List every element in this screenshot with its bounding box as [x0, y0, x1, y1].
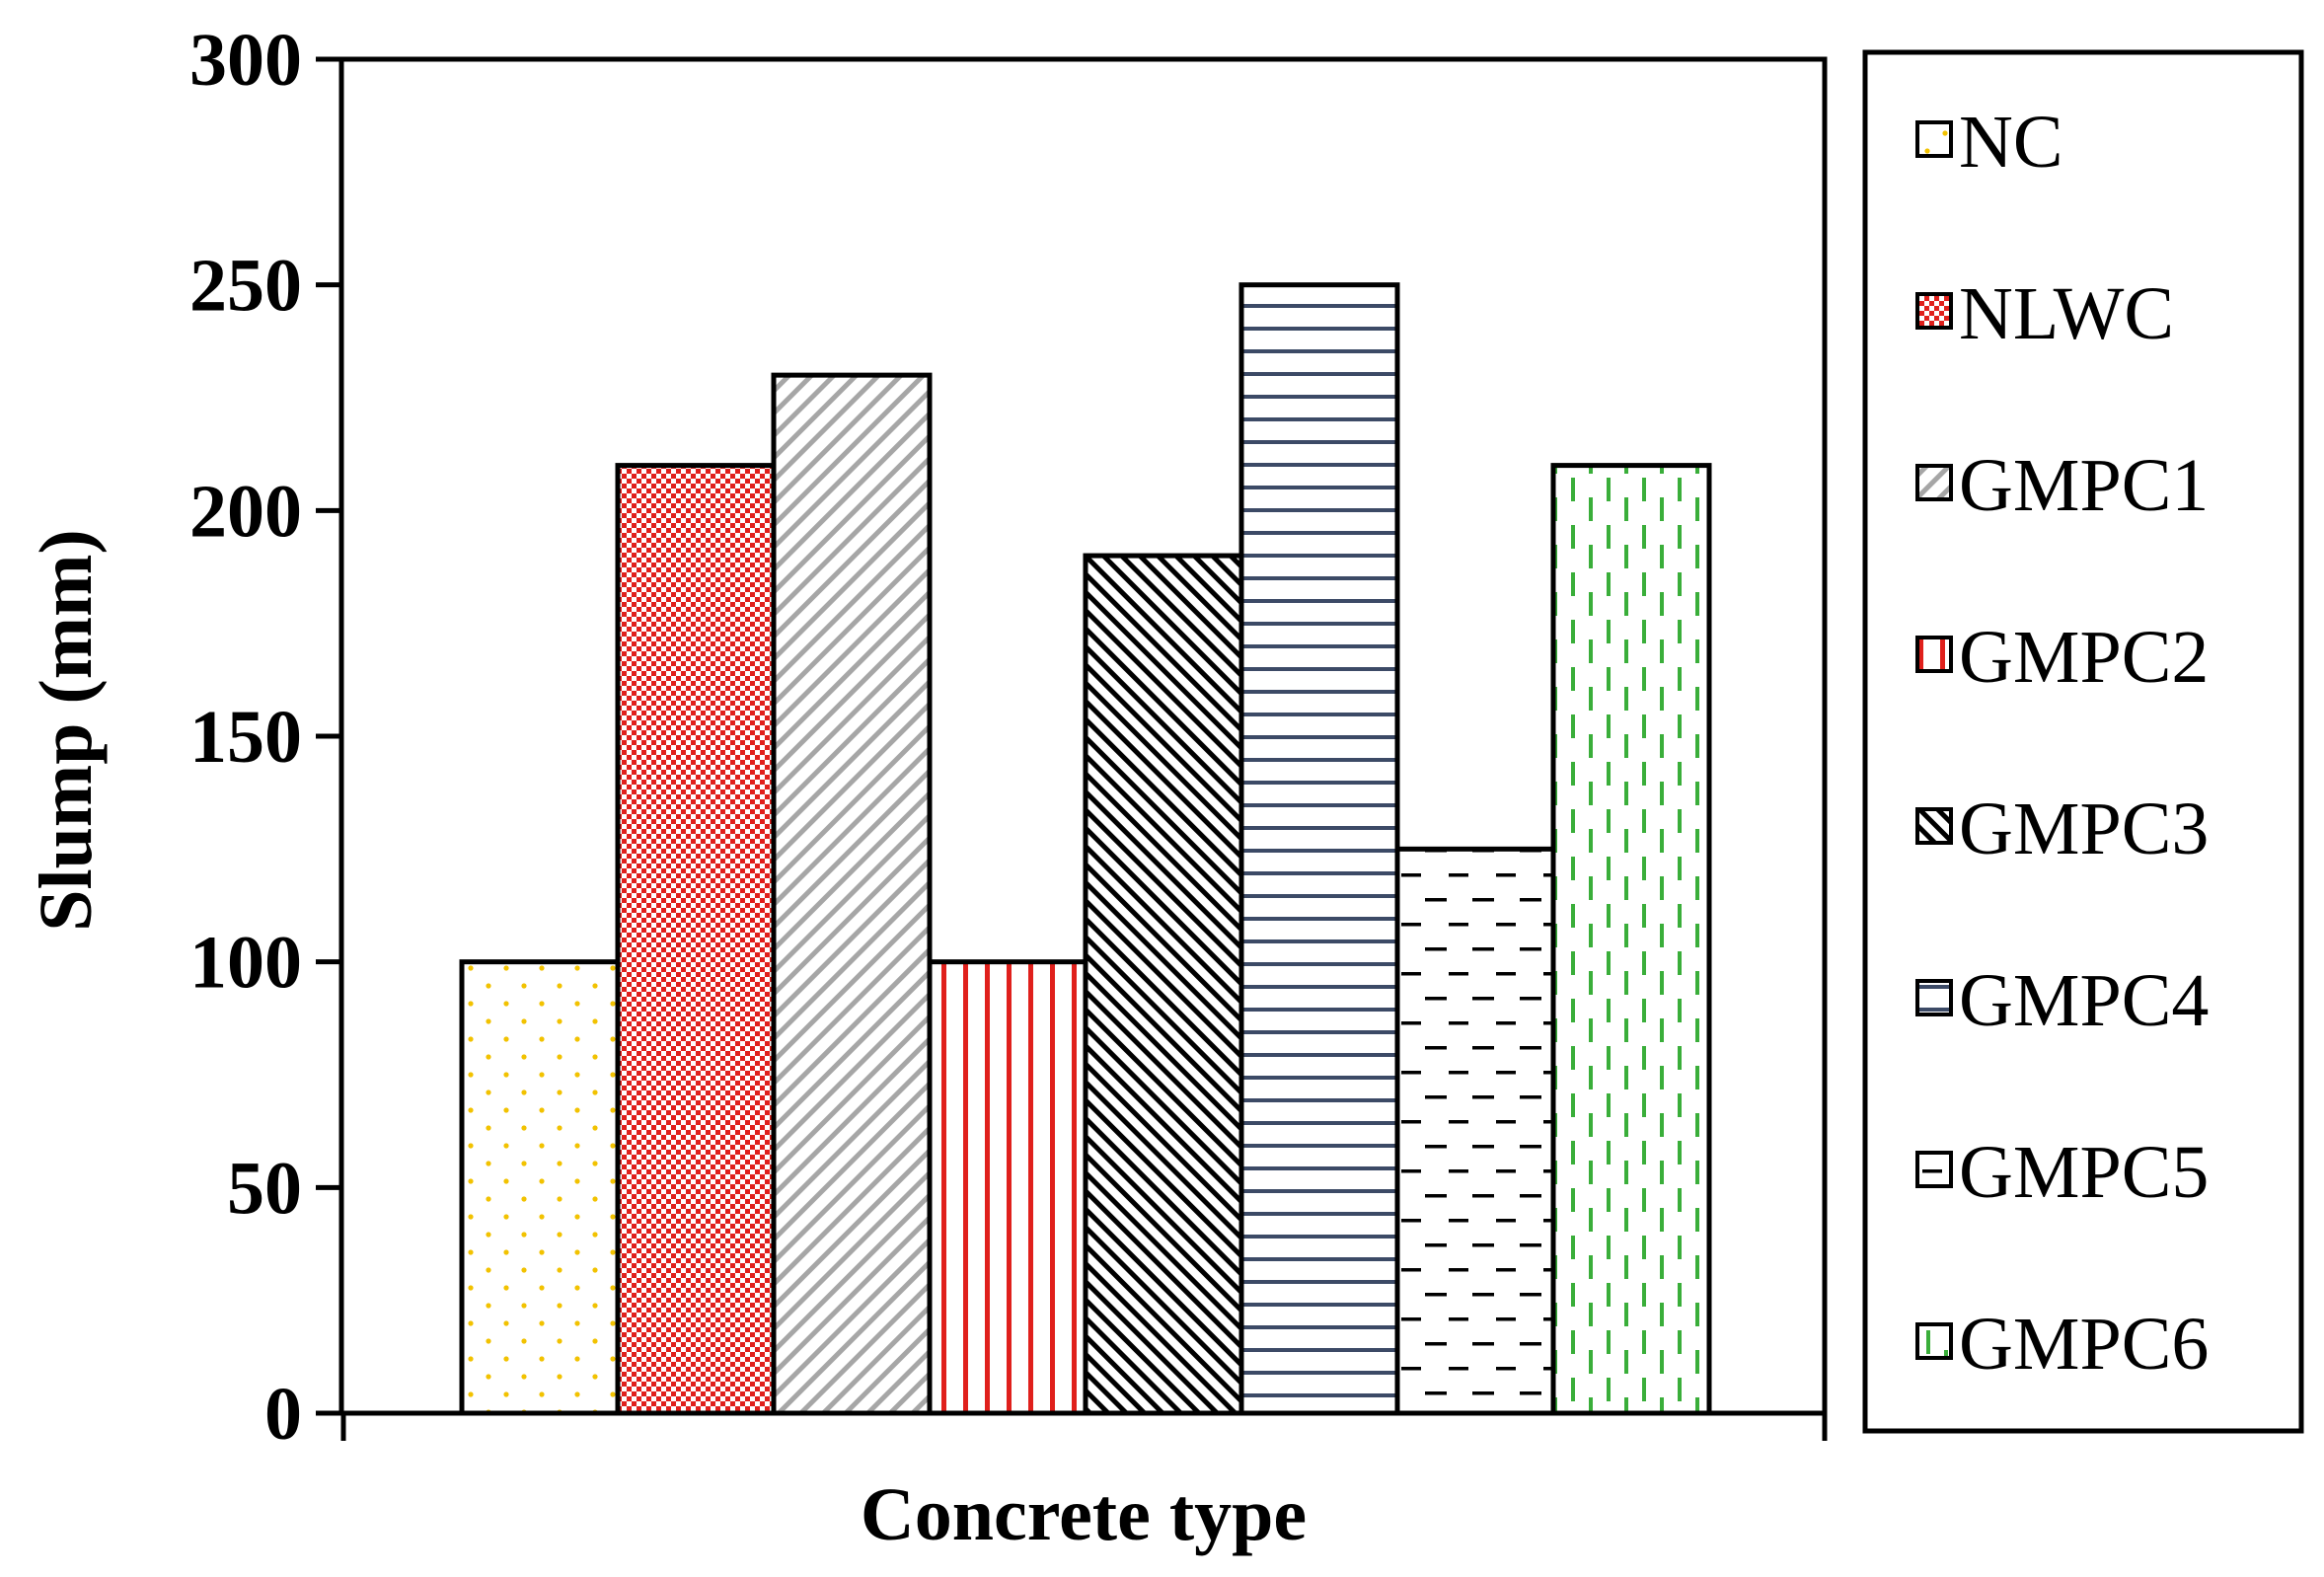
x-axis-title: Concrete type — [861, 1473, 1307, 1556]
legend-swatch-gmpc6 — [1915, 1322, 1953, 1360]
legend-label-gmpc4: GMPC4 — [1959, 959, 2209, 1042]
bar-gmpc4 — [1238, 282, 1400, 1416]
legend: NC NLWC GMPC1 GMPC2 GMPC3 GMPC4 GMPC5 GMPC6 — [1915, 101, 2209, 1386]
legend-item-gmpc1: GMPC1 — [1915, 444, 2209, 527]
y-tick-label-0: 0 — [264, 1373, 302, 1456]
legend-label-gmpc5: GMPC5 — [1959, 1131, 2209, 1214]
y-tick-label-200: 200 — [189, 470, 302, 553]
legend-item-gmpc5: GMPC5 — [1915, 1131, 2209, 1214]
legend-item-nc: NC — [1915, 101, 2063, 184]
legend-item-gmpc2: GMPC2 — [1915, 616, 2209, 699]
legend-item-gmpc3: GMPC3 — [1915, 788, 2209, 870]
legend-label-gmpc6: GMPC6 — [1959, 1303, 2209, 1386]
bar-gmpc5 — [1394, 846, 1556, 1416]
y-tick-label-50: 50 — [227, 1147, 302, 1230]
bar-gmpc3 — [1083, 553, 1244, 1416]
legend-item-gmpc6: GMPC6 — [1915, 1303, 2209, 1386]
legend-swatch-nc — [1915, 120, 1953, 158]
y-axis: 0 50 100 150 200 250 300 — [189, 19, 341, 1456]
bar-gmpc2 — [927, 959, 1088, 1416]
bar-series — [459, 282, 1712, 1416]
legend-swatch-gmpc2 — [1915, 636, 1953, 673]
y-tick-label-150: 150 — [189, 696, 302, 779]
legend-box — [1862, 49, 2304, 1434]
legend-swatch-nlwc — [1915, 292, 1953, 330]
legend-label-nc: NC — [1959, 101, 2063, 184]
bar-gmpc6 — [1550, 463, 1712, 1416]
legend-label-nlwc: NLWC — [1959, 272, 2174, 355]
y-tick-label-250: 250 — [189, 245, 302, 328]
legend-swatch-gmpc3 — [1915, 807, 1953, 845]
legend-label-gmpc2: GMPC2 — [1959, 616, 2209, 699]
y-tick-label-300: 300 — [189, 19, 302, 102]
bar-gmpc1 — [771, 372, 933, 1416]
legend-swatch-gmpc5 — [1915, 1151, 1953, 1188]
legend-label-gmpc3: GMPC3 — [1959, 788, 2209, 870]
bar-nc — [459, 959, 621, 1416]
y-tick-label-100: 100 — [189, 922, 302, 1005]
legend-item-nlwc: NLWC — [1915, 272, 2174, 355]
legend-swatch-gmpc4 — [1915, 979, 1953, 1016]
legend-label-gmpc1: GMPC1 — [1959, 444, 2209, 527]
legend-swatch-gmpc1 — [1915, 464, 1953, 501]
y-axis-title: Slump (mm) — [25, 529, 108, 931]
bar-nlwc — [615, 463, 777, 1416]
legend-item-gmpc4: GMPC4 — [1915, 959, 2209, 1042]
